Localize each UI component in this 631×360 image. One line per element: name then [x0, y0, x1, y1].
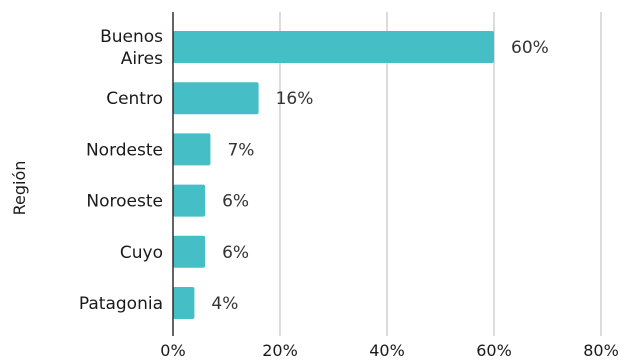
x-tick-labels: 0% 20% 40% 60% 80%	[160, 341, 618, 360]
category-label: Noroeste	[86, 192, 163, 212]
x-tick-label: 20%	[262, 341, 298, 360]
gridlines	[279, 12, 602, 336]
category-label: Cuyo	[120, 243, 163, 263]
data-label: 6%	[222, 192, 249, 212]
category-label: Centro	[106, 89, 163, 109]
data-label: 60%	[511, 38, 549, 58]
x-tick-label: 60%	[476, 341, 512, 360]
bar	[173, 133, 211, 166]
category-label: Buenos Aires	[100, 27, 163, 69]
bar	[173, 184, 206, 217]
bar	[173, 31, 494, 63]
bar	[173, 82, 259, 115]
bar	[173, 235, 206, 268]
bar	[173, 287, 195, 319]
data-label: 6%	[222, 243, 249, 263]
x-tick-label: 40%	[369, 341, 405, 360]
bars	[173, 31, 494, 319]
data-label: 7%	[227, 140, 254, 160]
data-labels: 60% 16% 7% 6% 6% 4%	[211, 38, 548, 314]
category-label: Patagonia	[79, 294, 163, 314]
y-axis-title: Región	[10, 161, 29, 216]
data-label: 4%	[211, 294, 238, 314]
category-labels: Buenos Aires Centro Nordeste Noroeste Cuyo Pat…	[79, 27, 163, 314]
data-label: 16%	[276, 89, 314, 109]
category-label: Nordeste	[86, 140, 163, 160]
x-tick-label: 0%	[160, 341, 185, 360]
x-tick-label: 80%	[583, 341, 619, 360]
